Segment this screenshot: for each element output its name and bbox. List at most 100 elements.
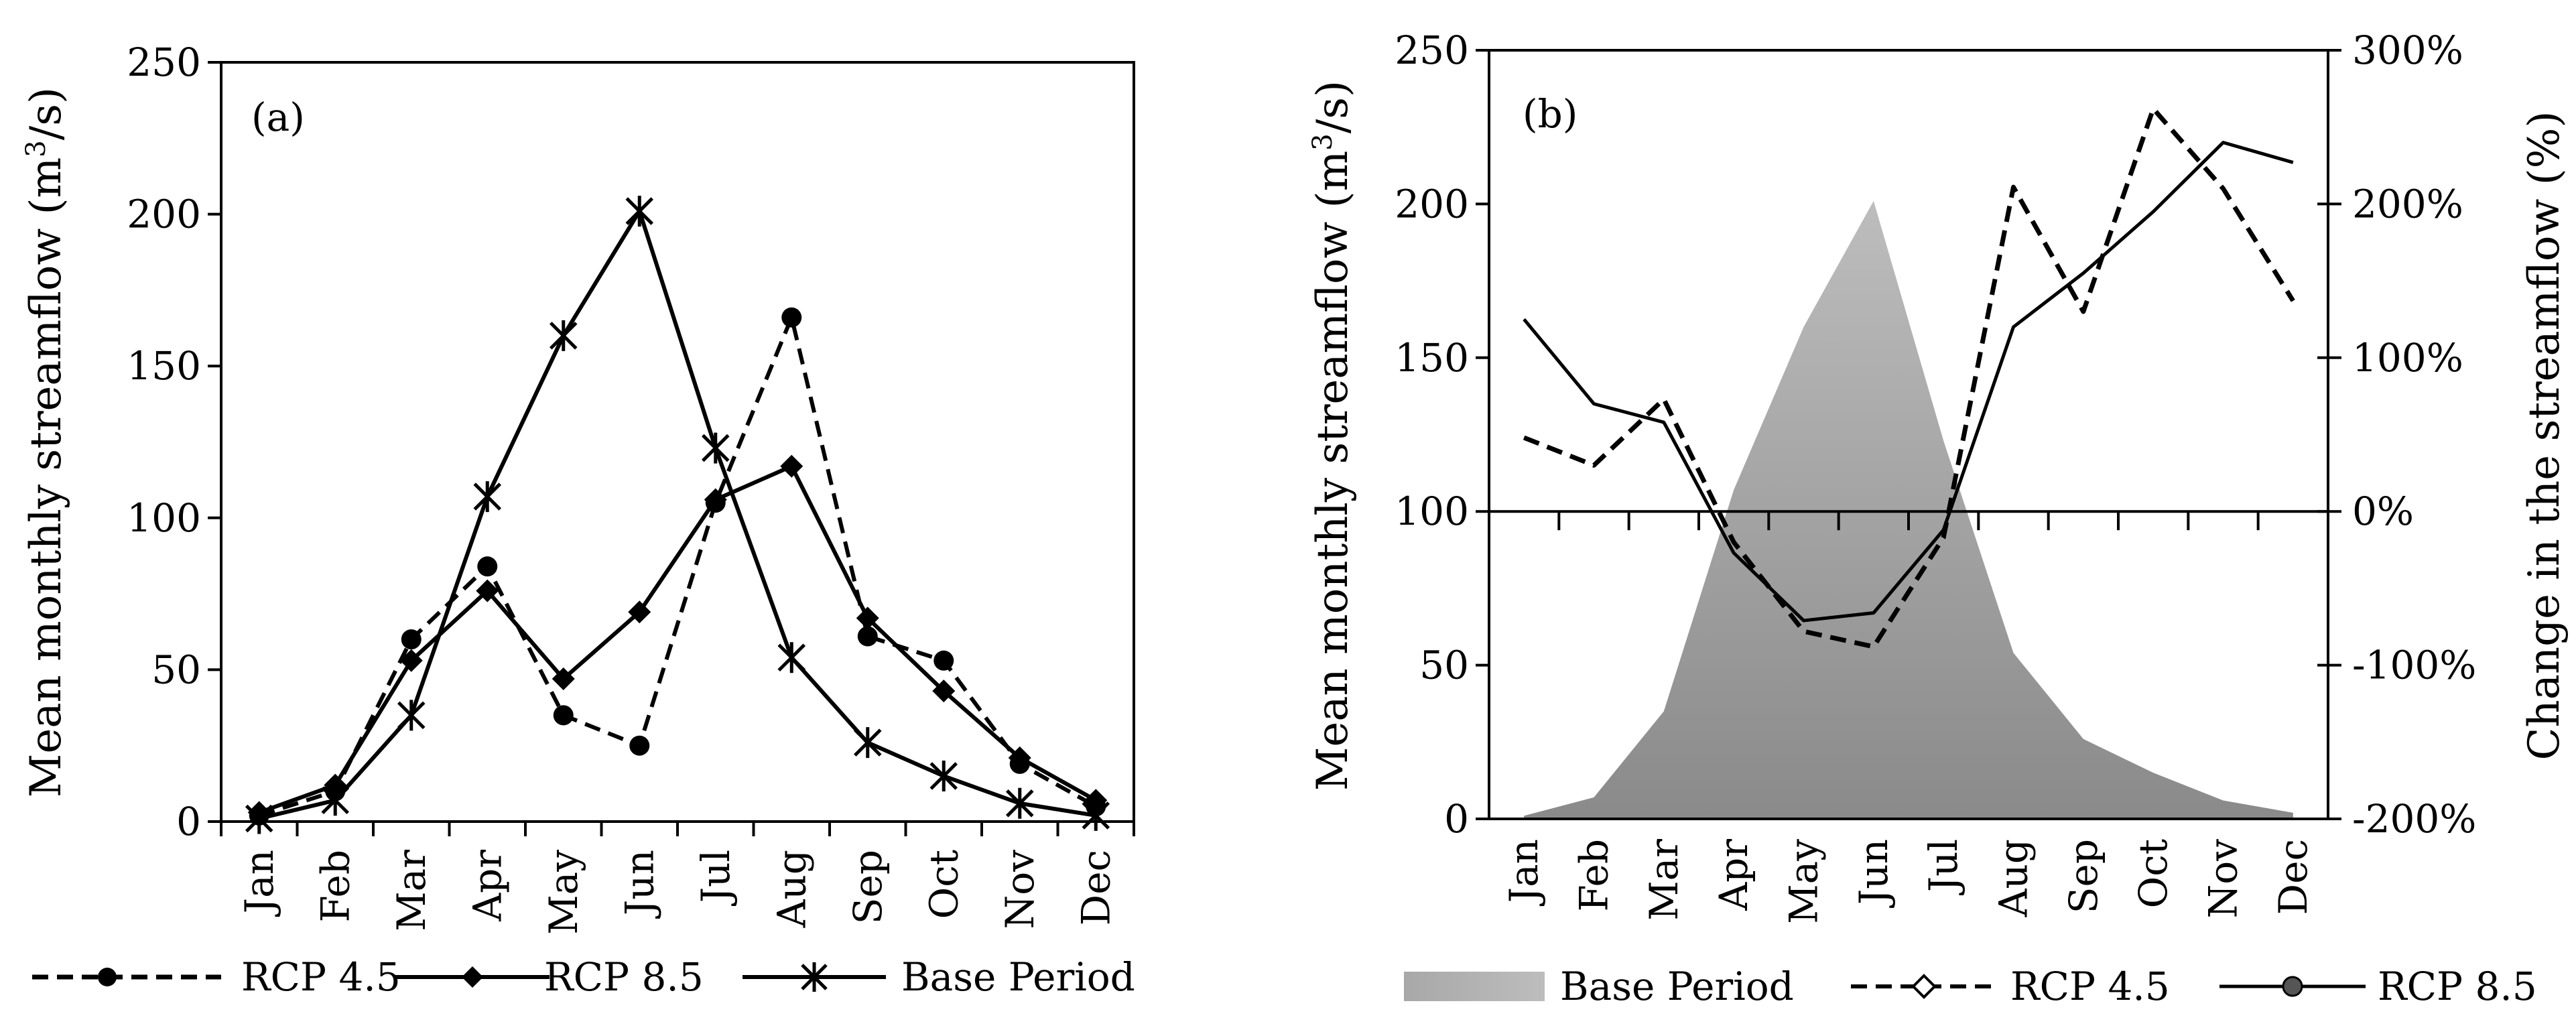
- point-rcp-8-5-a: [399, 649, 423, 672]
- point-rcp-8-5-a: [932, 679, 956, 703]
- series-line-rcp-4-5-b: [1523, 106, 2295, 649]
- legend-marker-base-a: [801, 962, 828, 992]
- point-base-period-a: [321, 785, 350, 816]
- chart-panel-a: (a) 0 50 100 150 200 250 Jan Feb Mar Apr May Jun Ju…: [21, 40, 1135, 1000]
- panel-label-b: (b): [1523, 91, 1577, 137]
- legend-marker-rcp85-a: [462, 966, 483, 988]
- point-base-period-a: [701, 432, 730, 464]
- x-tick-label-b: Jul: [1921, 839, 1966, 895]
- point-rcp-8-5-a: [704, 488, 727, 511]
- point-base-period-a: [929, 761, 958, 792]
- point-rcp-4-5-a: [553, 705, 574, 726]
- point-rcp-4-5-a: [933, 650, 954, 671]
- point-rcp-4-5-a: [857, 626, 878, 647]
- y-tick-label-a: 150: [127, 343, 201, 389]
- y-axis-label-a: Mean monthly streamflow (m3/s): [21, 87, 71, 797]
- point-base-period-a: [1082, 799, 1110, 831]
- x-tick-label-b: Oct: [2130, 839, 2176, 908]
- point-rcp-8-5-a: [780, 454, 803, 478]
- x-tick-label-a: Jan: [237, 850, 282, 917]
- y-tick-label-left-b: 250: [1395, 27, 1469, 73]
- legend-label-rcp45-a: RCP 4.5: [241, 954, 401, 1000]
- x-tick-label-b: Jun: [1851, 839, 1896, 908]
- point-base-period-a: [549, 320, 578, 351]
- series-line-rcp-8-5-b: [1523, 141, 2294, 623]
- x-tick-label-a: Jun: [617, 850, 662, 919]
- y-tick-label-left-b: 0: [1444, 796, 1469, 842]
- x-tick-label-b: Sep: [2061, 839, 2106, 913]
- x-tick-label-b: Mar: [1641, 839, 1687, 921]
- x-tick-label-b: Aug: [1991, 839, 2037, 917]
- point-base-period-a: [853, 727, 882, 759]
- legend-swatch-base-b: [1404, 972, 1545, 1001]
- y-tick-label-right-b: -100%: [2352, 643, 2476, 688]
- point-rcp-4-5-a: [477, 556, 498, 577]
- y-tick-label-a: 200: [127, 192, 201, 237]
- x-tick-label-b: May: [1781, 839, 1827, 924]
- y-tick-label-left-b: 100: [1395, 489, 1469, 534]
- y-tick-label-right-b: 0%: [2352, 489, 2414, 534]
- x-tick-label-a: Mar: [389, 850, 434, 931]
- point-base-period-a: [473, 481, 502, 513]
- point-rcp-8-5-a: [1008, 746, 1031, 769]
- point-base-period-a: [625, 196, 654, 227]
- x-tick-label-a: Apr: [464, 850, 510, 922]
- legend-a: RCP 4.5 RCP 8.5 Base Period: [32, 954, 1135, 1000]
- y-tick-label-a: 0: [176, 799, 201, 844]
- x-tick-label-a: Aug: [769, 850, 814, 928]
- y-tick-label-right-b: 200%: [2352, 181, 2463, 226]
- point-base-period-a: [397, 700, 426, 731]
- y-tick-label-right-b: -200%: [2352, 796, 2476, 842]
- x-tick-label-a: Nov: [997, 850, 1043, 929]
- point-rcp-8-5-a: [476, 579, 499, 602]
- x-tick-label-b: Dec: [2270, 839, 2316, 915]
- legend-label-rcp45-b: RCP 4.5: [2010, 964, 2170, 1009]
- point-base-period-a: [245, 803, 273, 834]
- x-tick-label-a: May: [541, 850, 586, 935]
- legend-label-base-b: Base Period: [1560, 964, 1794, 1009]
- x-tick-label-a: Sep: [845, 850, 891, 924]
- point-base-period-a: [1005, 787, 1034, 819]
- point-rcp-8-5-a: [552, 667, 575, 690]
- x-tick-label-b: Feb: [1571, 839, 1617, 912]
- x-tick-label-b: Nov: [2201, 839, 2246, 919]
- x-tick-label-b: Jan: [1501, 839, 1547, 906]
- y-tick-label-a: 250: [127, 40, 201, 85]
- plot-frame-a: [220, 61, 1135, 823]
- y-tick-label-left-b: 200: [1395, 181, 1469, 226]
- point-rcp-4-5-a: [401, 629, 422, 650]
- y-tick-label-right-b: 100%: [2352, 335, 2463, 381]
- point-base-period-a: [777, 642, 806, 673]
- y-tick-label-right-b: 300%: [2352, 27, 2463, 73]
- plot-frame-b: [1488, 49, 2329, 820]
- legend-b: Base Period RCP 4.5 RCP 8.5: [1404, 964, 2537, 1009]
- point-rcp-8-5-a: [628, 600, 651, 624]
- x-tick-label-b: Apr: [1711, 839, 1756, 911]
- legend-label-rcp85-b: RCP 8.5: [2378, 964, 2537, 1009]
- chart-panel-b: (b) 0 50 100 150 200 250 -200% -100% 0% 100% 200%…: [1307, 27, 2569, 1009]
- series-line-rcp-8-5-a: [258, 464, 1097, 815]
- y-axis-label-left-b: Mean monthly streamflow (m3/s): [1307, 80, 1358, 791]
- point-rcp-8-5-a: [856, 606, 879, 630]
- legend-label-rcp85-a: RCP 8.5: [544, 954, 704, 1000]
- y-axis-label-right-b: Change in the streamflow (%): [2520, 111, 2569, 761]
- legend-marker-rcp85-b: [2282, 976, 2303, 997]
- legend-label-base-a: Base Period: [901, 954, 1135, 1000]
- x-tick-label-a: Oct: [921, 850, 966, 919]
- point-rcp-4-5-a: [629, 735, 650, 756]
- x-tick-label-a: Feb: [312, 850, 358, 923]
- legend-marker-rcp45-b: [1911, 974, 1937, 999]
- series-line-base-period-a: [259, 209, 1096, 821]
- y-tick-label-left-b: 50: [1419, 643, 1469, 688]
- point-rcp-4-5-a: [781, 307, 802, 328]
- x-tick-label-a: Dec: [1073, 850, 1118, 925]
- y-tick-label-a: 100: [127, 495, 201, 541]
- legend-marker-rcp45-a: [98, 968, 117, 986]
- y-tick-label-a: 50: [151, 647, 201, 692]
- y-tick-label-left-b: 150: [1395, 335, 1469, 381]
- panel-label-a: (a): [251, 94, 305, 140]
- x-tick-label-a: Jul: [693, 850, 738, 906]
- area-base-period-b: [1524, 200, 2293, 819]
- series-line-rcp-4-5-a: [258, 315, 1097, 818]
